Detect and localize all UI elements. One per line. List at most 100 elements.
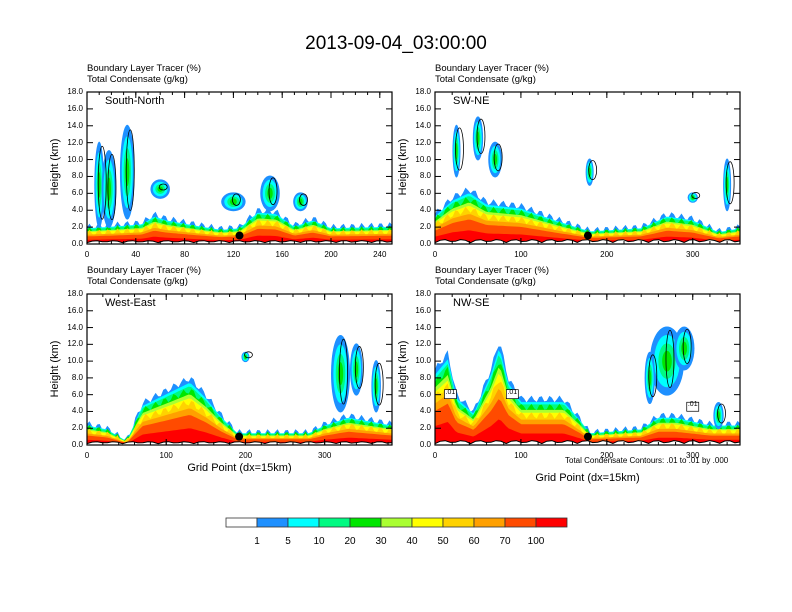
condensate-contour [588, 160, 598, 181]
colorbar-label: 40 [406, 536, 418, 547]
x-axis-label: Grid Point (dx=15km) [535, 472, 640, 484]
y-tick-label: 2.0 [419, 222, 431, 232]
condensate-contour [107, 153, 117, 221]
y-tick-label: 10.0 [67, 154, 83, 164]
condensate-contour [354, 346, 364, 389]
tracer-field [435, 326, 740, 445]
x-tick-label: 100 [159, 451, 173, 460]
x-tick-label: 300 [317, 451, 332, 460]
x-tick-label: 300 [686, 451, 700, 460]
y-tick-label: 12.0 [67, 339, 83, 349]
plot-frame [86, 91, 393, 245]
colorbar-label: 20 [344, 536, 356, 547]
tracer-field [87, 124, 392, 244]
condensate-contour [648, 354, 658, 398]
contour-label-box [444, 389, 457, 400]
y-tick-label: 16.0 [415, 305, 431, 315]
plot-frame [434, 293, 741, 446]
colorbar-label: 100 [527, 536, 545, 547]
tracer-field [435, 116, 740, 244]
panel-name: South-North [105, 95, 165, 107]
x-tick-label: 240 [373, 250, 387, 259]
contour-info: Total Condensate Contours: .01 to .01 by… [565, 456, 729, 465]
x-tick-label: 40 [131, 250, 141, 259]
x-tick-label: 200 [324, 250, 338, 259]
condensate-contour [158, 183, 168, 191]
panel-west-east [86, 293, 393, 446]
location-marker [583, 231, 592, 240]
y-tick-label: 16.0 [67, 103, 83, 113]
condensate-contour [244, 351, 253, 359]
cloud-6-level-4 [267, 187, 273, 200]
cloud-5-level-4 [229, 198, 237, 206]
condensate-contour [125, 129, 135, 211]
y-tick-label: 6.0 [419, 389, 431, 399]
condensate-contour [717, 403, 726, 424]
x-tick-label: 200 [238, 451, 253, 460]
y-tick-label: 14.0 [415, 120, 431, 130]
x-tick-label: 300 [686, 250, 700, 259]
y-tick-label: 10.0 [415, 356, 431, 366]
colorbar-label: 1 [254, 536, 260, 547]
y-tick-label: 2.0 [71, 423, 83, 433]
y-tick-label: 14.0 [67, 322, 83, 332]
y-tick-label: 4.0 [419, 205, 431, 215]
colorbar-label: 70 [499, 536, 511, 547]
y-tick-label: 2.0 [419, 423, 431, 433]
colorbar-box-6 [380, 517, 413, 528]
y-tick-label: 14.0 [415, 322, 431, 332]
x-tick-label: 120 [226, 250, 241, 259]
contour-label: .01 [507, 388, 518, 396]
y-tick-label: 18.0 [67, 289, 83, 298]
x-tick-label: 200 [600, 250, 614, 259]
panel-subtitle-contour: Total Condensate (g/kg) [435, 74, 536, 85]
terrain [87, 441, 392, 445]
location-marker [235, 432, 244, 441]
colorbar-label: 60 [468, 536, 480, 547]
colorbar-box-4 [318, 517, 351, 528]
contour-label-box [686, 401, 700, 412]
y-tick-label: 12.0 [415, 339, 431, 349]
tracer-level-10 [87, 428, 392, 445]
x-tick-label: 0 [432, 451, 438, 460]
panel-name: NW-SE [453, 297, 490, 309]
location-marker [235, 231, 244, 240]
x-tick-label: 200 [600, 451, 614, 460]
y-tick-label: 18.0 [415, 87, 431, 96]
y-tick-label: 12.0 [415, 137, 431, 147]
colorbar-label: 5 [285, 536, 291, 547]
y-tick-label: 0.0 [419, 440, 431, 449]
y-axis-label: Height (km) [49, 138, 61, 196]
plot-frame [86, 293, 393, 446]
panel-name: SW-NE [453, 95, 490, 107]
location-marker [583, 432, 592, 441]
colorbar-box-5 [349, 517, 382, 528]
y-axis-label: Height (km) [49, 340, 61, 397]
cloud-1-level-4 [662, 350, 672, 372]
y-tick-label: 0.0 [71, 440, 83, 449]
y-tick-label: 2.0 [71, 222, 83, 232]
panel-south-north [86, 91, 393, 245]
condensate-contour [725, 161, 735, 205]
y-tick-label: 18.0 [67, 87, 83, 96]
y-tick-label: 4.0 [71, 205, 83, 215]
cloud-2-level-4 [106, 177, 112, 201]
colorbar-box-9 [473, 517, 506, 528]
x-axis-label: Grid Point (dx=15km) [187, 462, 292, 474]
colorbar-box-10 [504, 517, 537, 528]
condensate-contour [476, 118, 486, 155]
colorbar-box-11 [535, 517, 568, 528]
condensate-contour [231, 193, 241, 206]
panel-nw-se [434, 293, 741, 446]
colorbar-box-7 [411, 517, 444, 528]
y-tick-label: 8.0 [71, 171, 83, 181]
tracer-field [87, 334, 392, 445]
condensate-contour [682, 328, 692, 364]
x-tick-label: 0 [432, 250, 438, 259]
panel-name: West-East [105, 297, 156, 309]
condensate-contour [374, 362, 384, 406]
y-tick-label: 0.0 [419, 239, 431, 248]
colorbar-box-8 [442, 517, 475, 528]
condensate-contour [268, 177, 278, 206]
